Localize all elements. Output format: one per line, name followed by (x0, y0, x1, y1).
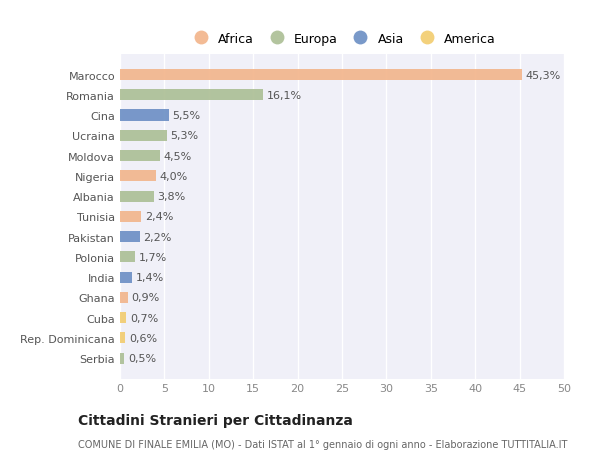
Bar (120, 171, 155, 182)
Text: 4,0%: 4,0% (159, 172, 187, 181)
Bar (120, 252, 135, 263)
Bar (120, 353, 124, 364)
Text: 4,5%: 4,5% (164, 151, 192, 161)
Text: COMUNE DI FINALE EMILIA (MO) - Dati ISTAT al 1° gennaio di ogni anno - Elaborazi: COMUNE DI FINALE EMILIA (MO) - Dati ISTA… (78, 440, 568, 449)
Bar (120, 231, 140, 243)
Bar (120, 70, 522, 81)
Legend: Africa, Europa, Asia, America: Africa, Europa, Asia, America (184, 29, 500, 50)
Bar (120, 151, 160, 162)
Text: 5,3%: 5,3% (170, 131, 199, 141)
Bar (120, 333, 125, 344)
Text: 0,9%: 0,9% (131, 293, 160, 303)
Bar (120, 313, 126, 324)
Bar (120, 130, 167, 141)
Text: Cittadini Stranieri per Cittadinanza: Cittadini Stranieri per Cittadinanza (78, 414, 353, 428)
Text: 0,7%: 0,7% (130, 313, 158, 323)
Text: 2,2%: 2,2% (143, 232, 172, 242)
Text: 5,5%: 5,5% (172, 111, 200, 121)
Bar (120, 90, 263, 101)
Bar (120, 272, 133, 283)
Text: 45,3%: 45,3% (526, 70, 561, 80)
Bar (120, 292, 128, 303)
Text: 1,7%: 1,7% (139, 252, 167, 262)
Bar (120, 191, 154, 202)
Bar (120, 110, 169, 121)
Text: 0,5%: 0,5% (128, 353, 156, 364)
Bar (120, 211, 142, 223)
Text: 2,4%: 2,4% (145, 212, 173, 222)
Text: 16,1%: 16,1% (266, 90, 302, 101)
Text: 3,8%: 3,8% (157, 192, 185, 202)
Text: 1,4%: 1,4% (136, 273, 164, 283)
Text: 0,6%: 0,6% (129, 333, 157, 343)
